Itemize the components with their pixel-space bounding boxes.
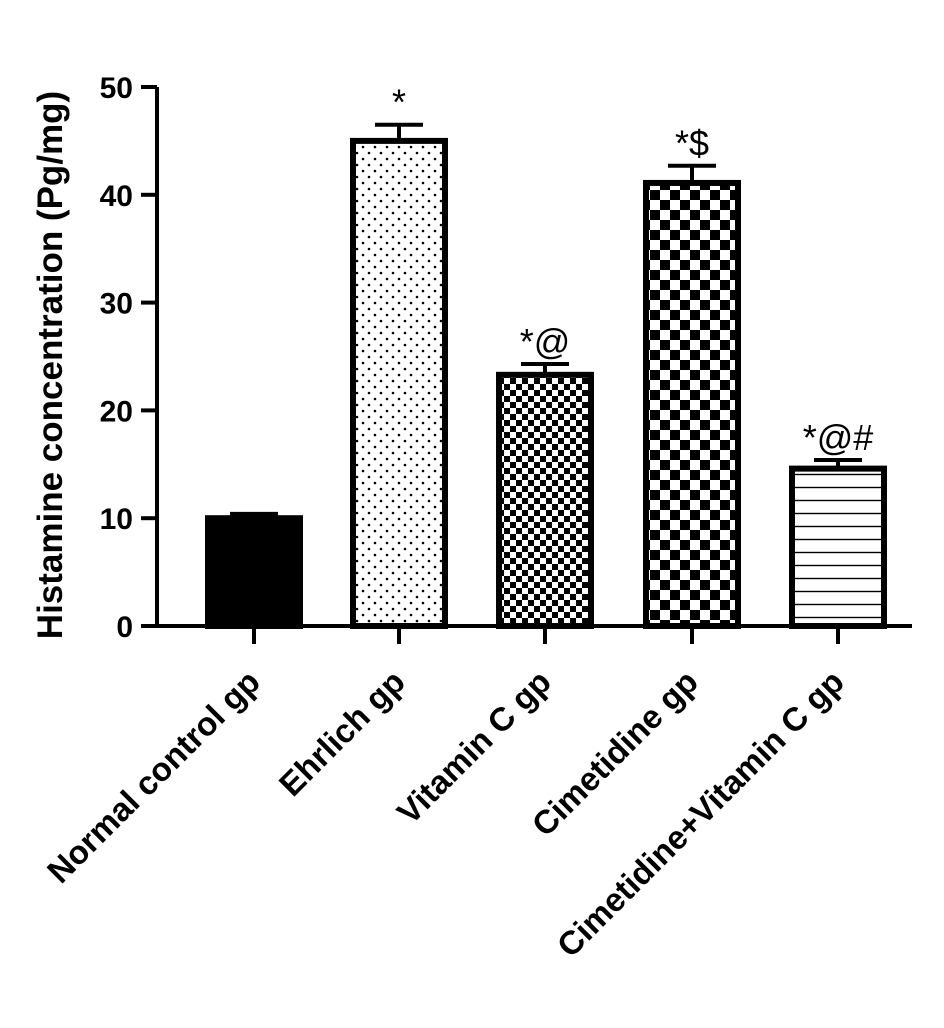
y-tick-label-30: 30 <box>100 288 133 321</box>
bar-1 <box>205 515 303 630</box>
significance-label-3: *@ <box>520 321 571 362</box>
axes-layer <box>155 87 912 644</box>
error-bars-layer <box>230 122 862 519</box>
error-bar-1 <box>230 511 278 519</box>
significance-label-2: * <box>392 82 406 123</box>
y-tick-label-10: 10 <box>100 503 133 536</box>
x-tick-label-3: Vitamin C gp <box>390 663 558 831</box>
bar-2 <box>350 137 448 629</box>
error-bar-4 <box>668 163 716 183</box>
y-ticks-layer: 0 10 20 30 40 50 <box>100 72 157 644</box>
significance-label-4: *$ <box>675 123 709 164</box>
x-tick-label-5: Cimetidine+Vitamin C gp <box>550 663 851 964</box>
bar-3 <box>496 371 594 629</box>
significance-label-5: *@# <box>803 417 874 458</box>
x-tick-label-2: Ehrlich gp <box>272 663 412 803</box>
y-tick-label-0: 0 <box>116 611 133 644</box>
bar-4 <box>643 179 741 630</box>
bar-5 <box>789 465 887 629</box>
error-bar-3 <box>521 362 569 375</box>
y-axis-title: Histamine concentration (Pg/mg) <box>31 91 70 639</box>
y-tick-label-50: 50 <box>100 72 133 105</box>
y-axis-title-group: Histamine concentration (Pg/mg) <box>31 91 70 639</box>
y-tick-label-40: 40 <box>100 180 133 213</box>
y-tick-label-20: 20 <box>100 395 133 428</box>
x-tick-label-1: Normal control gp <box>40 663 267 890</box>
error-bar-5 <box>814 457 862 469</box>
bars-layer <box>205 137 887 630</box>
annotations-layer: * *@ *$ *@# <box>392 82 873 458</box>
error-bar-2 <box>375 122 423 141</box>
